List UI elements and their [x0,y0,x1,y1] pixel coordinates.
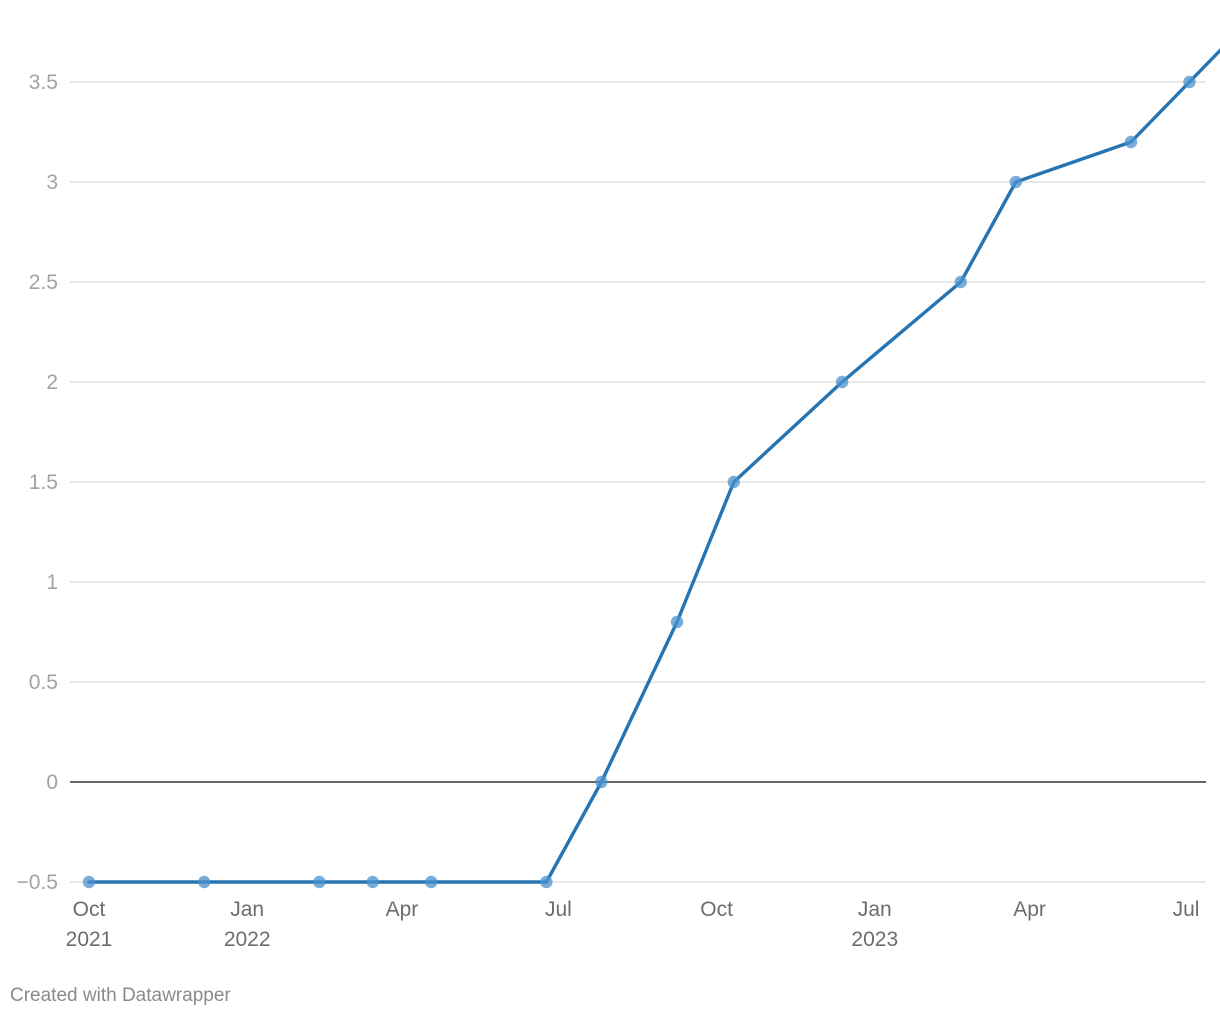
data-point [595,775,608,789]
y-tick-label: 2.5 [29,271,58,294]
data-point [424,875,438,889]
y-tick-label: 1 [46,571,58,594]
footer-credit: Created with Datawrapper [10,985,231,1006]
data-point [82,875,96,889]
x-tick-year-label: 2023 [851,928,898,951]
x-tick-label: Jan [230,898,264,921]
series-line [87,48,1220,884]
data-point [727,475,740,489]
data-point [366,875,379,889]
data-point [835,375,849,389]
x-tick-label: Apr [1013,898,1046,921]
data-point [954,275,967,289]
y-tick-label: 2 [46,371,58,394]
y-tick-label: −0.5 [17,871,58,894]
y-tick-label: 0 [46,771,58,794]
data-point [670,615,684,629]
y-tick-label: 0.5 [29,671,58,694]
x-tick-year-label: 2021 [66,928,113,951]
x-tick-label: Oct [700,898,733,921]
x-tick-year-label: 2022 [224,928,271,951]
data-point [198,875,211,889]
data-point [1124,135,1138,149]
line-chart: −0.5 0 0.5 1 1.5 2 2.5 3 3.5 Oct 2021 Jan 2022 Apr Jul… [17,48,1220,951]
x-tick-label: Apr [386,898,419,921]
data-point [313,875,326,889]
y-tick-label: 3 [46,171,58,194]
x-tick-label: Oct [73,898,106,921]
data-point [540,875,553,889]
chart-svg: −0.5 0 0.5 1 1.5 2 2.5 3 3.5 Oct 2021 Jan 2022 Apr Jul… [17,48,1220,951]
y-tick-label: 1.5 [29,471,58,494]
x-tick-label: Jul [545,898,572,921]
data-point [1183,75,1196,89]
x-tick-label: Jul [1173,898,1200,921]
data-point [1009,175,1022,189]
y-tick-label: 3.5 [29,71,58,94]
x-tick-label: Jan [858,898,892,921]
